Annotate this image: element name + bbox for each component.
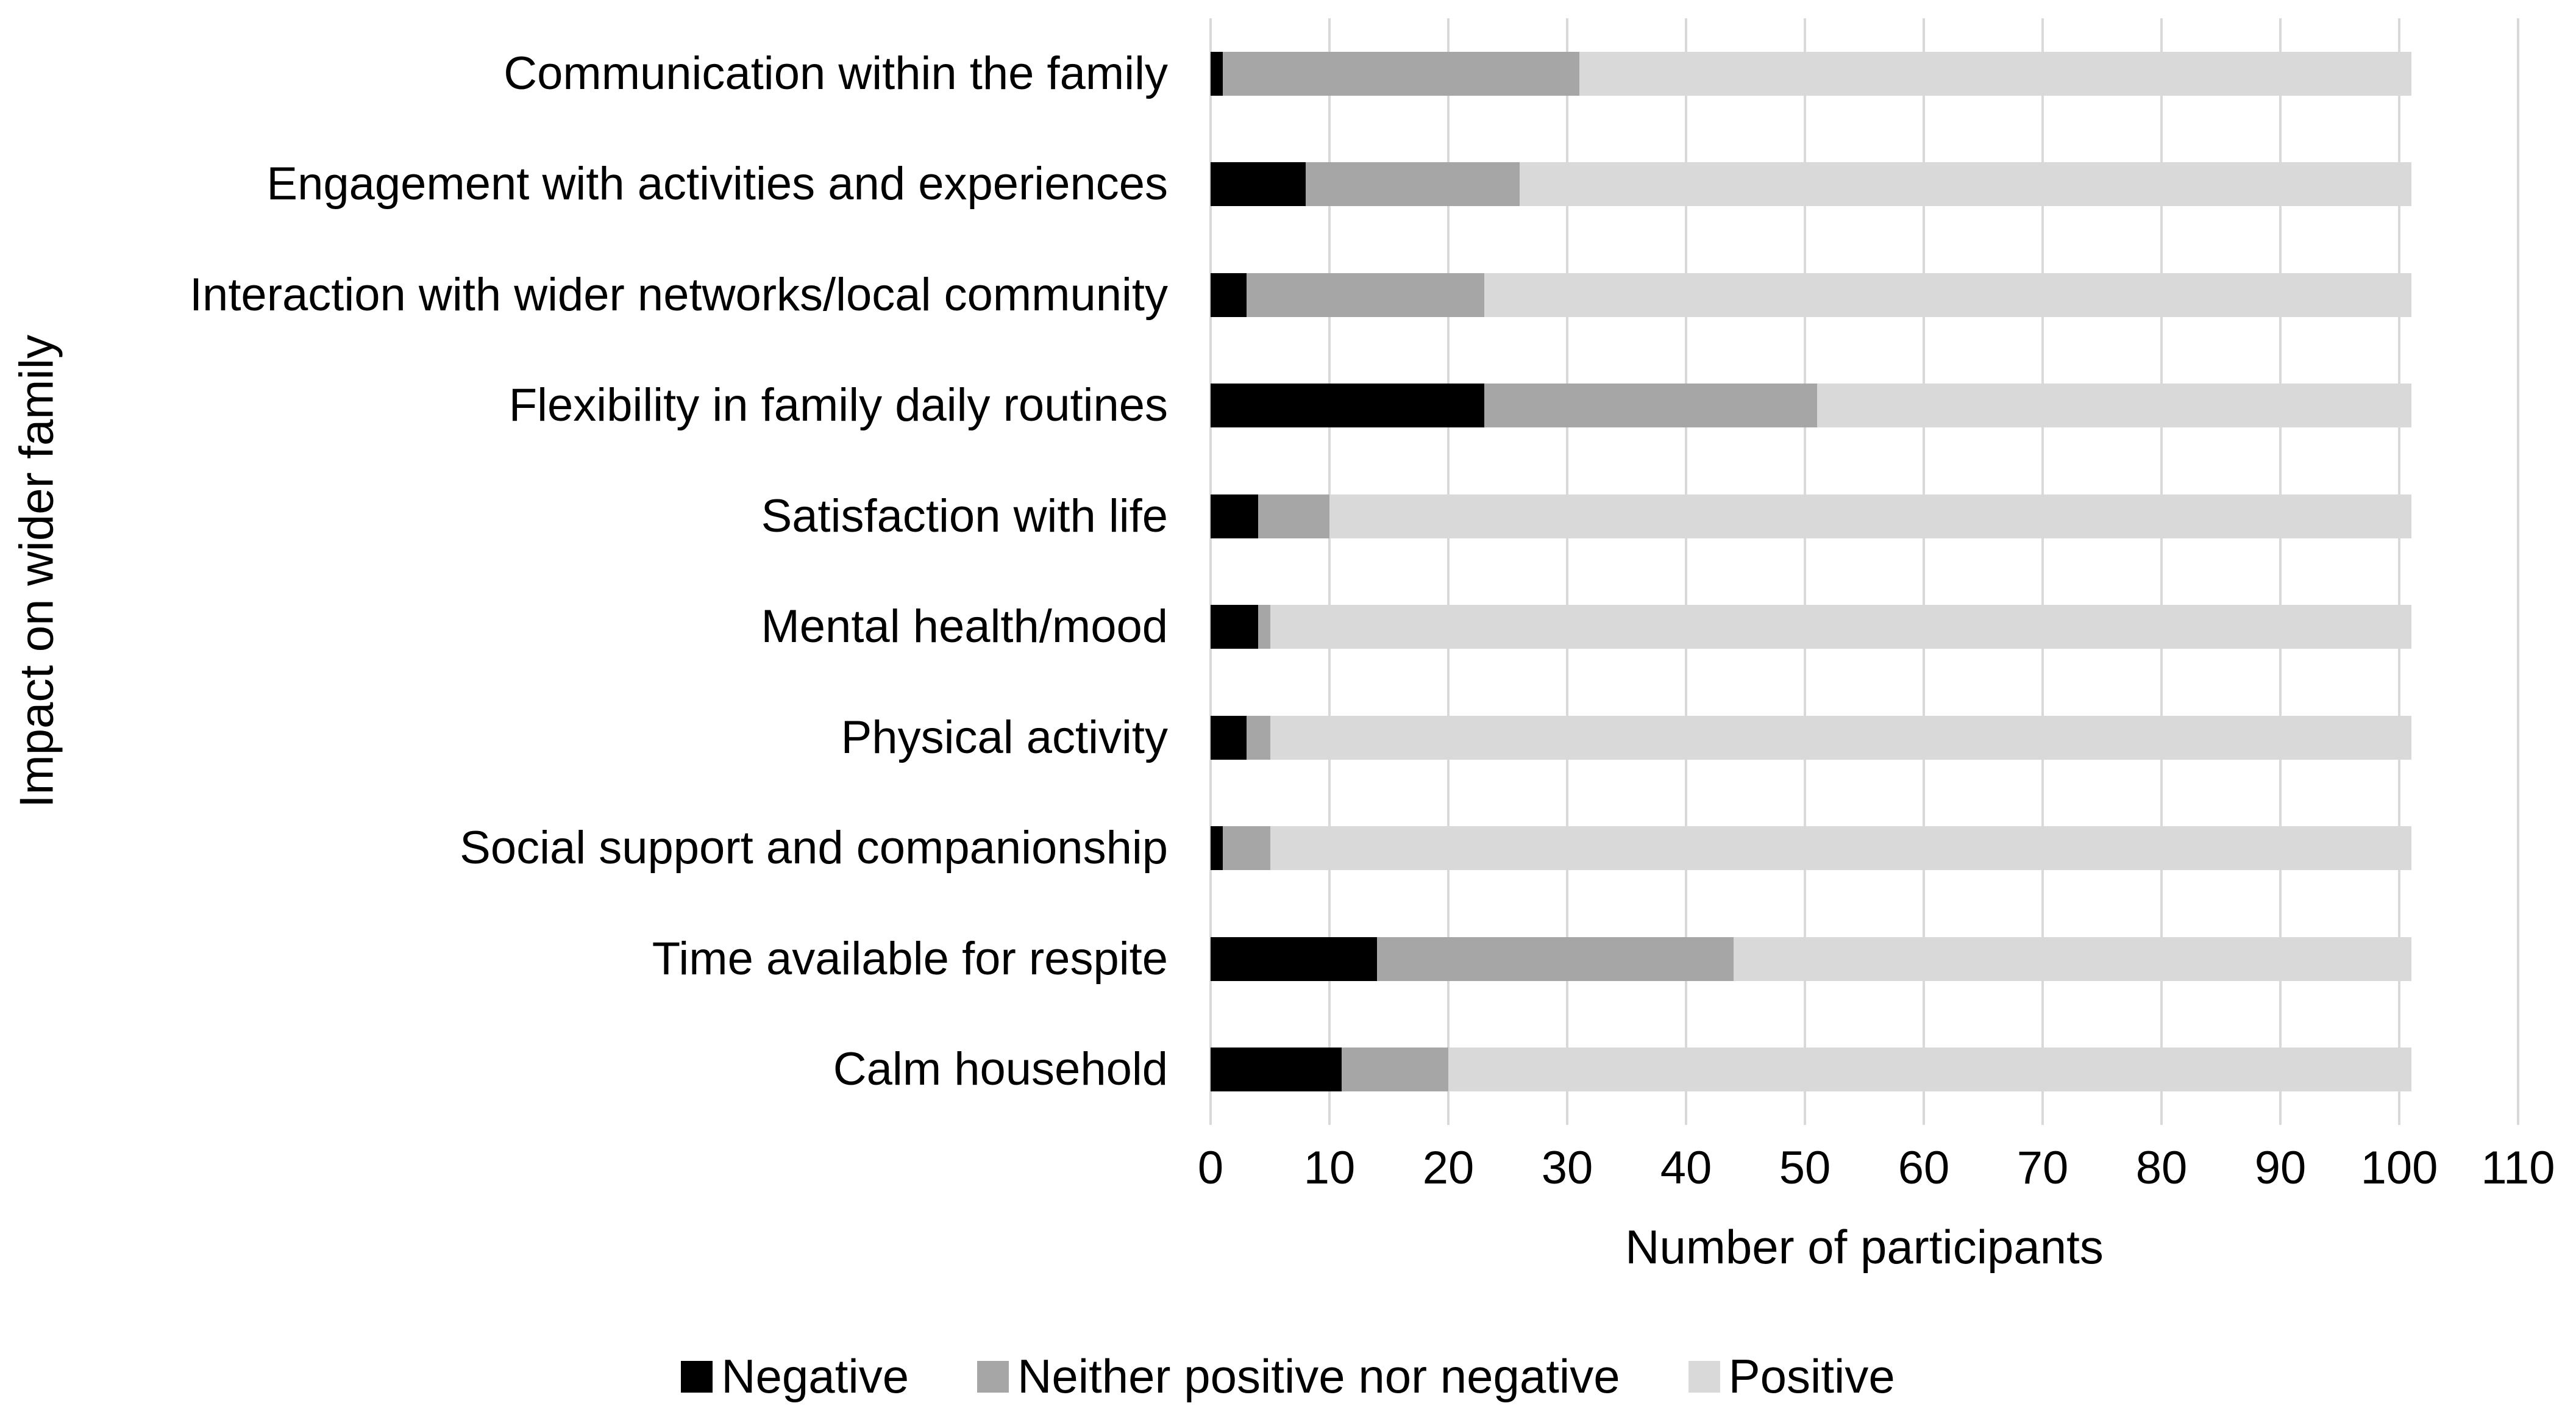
bar-segment — [1211, 605, 1258, 649]
bar-segment — [1484, 384, 1817, 428]
category-label: Social support and companionship — [460, 822, 1168, 874]
x-tick-label: 30 — [1541, 1142, 1593, 1194]
category-label: Engagement with activities and experienc… — [266, 158, 1168, 210]
x-tick-label: 70 — [2016, 1142, 2069, 1194]
x-tick-label: 100 — [2360, 1142, 2438, 1194]
bar-row — [1211, 715, 2411, 760]
bar-segment — [1211, 937, 1377, 981]
bar-segment — [1211, 1048, 1342, 1092]
gridline — [2279, 18, 2282, 1125]
bar-segment — [1270, 605, 2411, 649]
legend-swatch — [1688, 1360, 1720, 1393]
legend-swatch — [977, 1360, 1009, 1393]
bar-segment — [1211, 51, 1223, 96]
bar-segment — [1341, 1048, 1448, 1092]
bar-segment — [1329, 494, 2411, 538]
bar-segment — [1246, 715, 1270, 760]
category-label: Satisfaction with life — [761, 490, 1168, 542]
legend-label: Neither positive nor negative — [1017, 1349, 1620, 1403]
gridline — [2398, 18, 2400, 1125]
gridline — [1804, 18, 1806, 1125]
bar-segment — [1246, 273, 1484, 317]
gridline — [2160, 18, 2163, 1125]
category-label: Mental health/mood — [761, 601, 1168, 653]
bar-row — [1211, 51, 2411, 96]
bar-segment — [1211, 273, 1247, 317]
bar-segment — [1211, 384, 1484, 428]
x-tick-label: 50 — [1779, 1142, 1831, 1194]
bar-segment — [1306, 162, 1520, 207]
legend-swatch — [681, 1360, 713, 1393]
bar-segment — [1734, 937, 2411, 981]
bar-row — [1211, 384, 2411, 428]
bar-segment — [1211, 826, 1223, 871]
legend-label: Negative — [721, 1349, 909, 1403]
bar-row — [1211, 826, 2411, 871]
gridline — [1447, 18, 1450, 1125]
category-label: Calm household — [833, 1043, 1168, 1096]
x-tick-label: 60 — [1898, 1142, 1950, 1194]
x-tick-label: 20 — [1422, 1142, 1475, 1194]
x-axis-title: Number of participants — [1625, 1220, 2104, 1274]
bar-segment — [1448, 1048, 2411, 1092]
gridline — [1328, 18, 1331, 1125]
legend-label: Positive — [1728, 1349, 1895, 1403]
legend-item: Negative — [681, 1349, 909, 1404]
bar-segment — [1816, 384, 2411, 428]
x-tick-label: 0 — [1197, 1142, 1224, 1194]
bar-segment — [1222, 51, 1579, 96]
category-label: Flexibility in family daily routines — [508, 379, 1168, 432]
legend: Negative Neither positive nor negative Pos… — [0, 1349, 2576, 1404]
legend-item: Positive — [1688, 1349, 1895, 1404]
gridline — [1923, 18, 1925, 1125]
x-tick-label: 90 — [2254, 1142, 2307, 1194]
bar-segment — [1211, 494, 1258, 538]
bar-segment — [1520, 162, 2411, 207]
gridline — [1209, 18, 1212, 1125]
bar-segment — [1270, 826, 2411, 871]
x-tick-label: 80 — [2135, 1142, 2188, 1194]
x-tick-label: 40 — [1660, 1142, 1712, 1194]
bar-segment — [1211, 162, 1306, 207]
bar-row — [1211, 162, 2411, 207]
bar-segment — [1258, 494, 1329, 538]
bar-segment — [1484, 273, 2411, 317]
bar-segment — [1211, 715, 1247, 760]
bar-segment — [1222, 826, 1270, 871]
bar-segment — [1270, 715, 2411, 760]
bar-row — [1211, 494, 2411, 538]
category-label: Time available for respite — [652, 932, 1168, 985]
legend-item: Neither positive nor negative — [977, 1349, 1620, 1404]
x-tick-label: 10 — [1303, 1142, 1356, 1194]
gridline — [2041, 18, 2044, 1125]
x-tick-label: 110 — [2481, 1142, 2555, 1194]
category-label: Interaction with wider networks/local co… — [189, 268, 1168, 321]
bar-segment — [1377, 937, 1734, 981]
bar-row — [1211, 937, 2411, 981]
gridline — [2517, 18, 2519, 1125]
bar-row — [1211, 1048, 2411, 1092]
bar-segment — [1258, 605, 1270, 649]
category-label: Communication within the family — [503, 47, 1168, 99]
gridline — [1685, 18, 1687, 1125]
bar-row — [1211, 273, 2411, 317]
gridline — [1566, 18, 1568, 1125]
plot-area — [1209, 18, 2519, 1125]
category-label: Physical activity — [841, 711, 1168, 763]
bar-segment — [1579, 51, 2411, 96]
bar-row — [1211, 605, 2411, 649]
